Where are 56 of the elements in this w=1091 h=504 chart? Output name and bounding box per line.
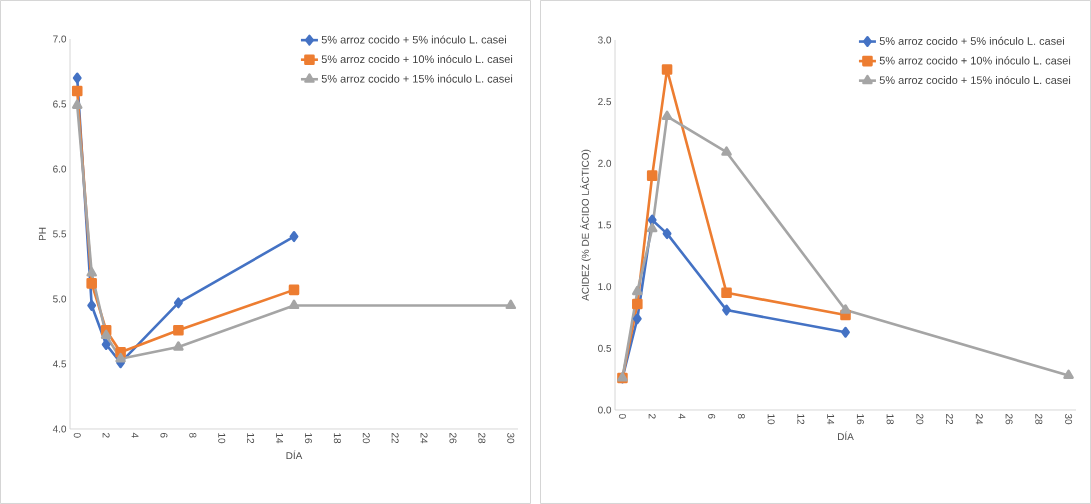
- x-tick-label: 10: [218, 433, 226, 444]
- x-tick-label: 26: [1005, 414, 1013, 425]
- x-tick-label: 8: [737, 413, 745, 419]
- x-tick-label: 22: [391, 433, 399, 444]
- x-tick-label: 24: [420, 433, 428, 444]
- y-tick-label: 1.0: [598, 283, 612, 291]
- legend-label: 5% arroz cocido + 10% inóculo L. casei: [879, 56, 1071, 65]
- x-tick-label: 30: [507, 432, 515, 444]
- y-axis-title: ACIDEZ (% DE ÁCIDO LÁCTICO): [580, 149, 591, 301]
- x-tick-label: 22: [946, 414, 954, 425]
- y-axis-title: PH: [38, 227, 46, 241]
- legend-label: 5% arroz cocido + 10% inóculo L. casei: [321, 54, 513, 64]
- y-tick-label: 2.5: [598, 98, 612, 106]
- y-tick-label: 5.5: [53, 230, 67, 238]
- x-tick-label: 8: [189, 432, 197, 438]
- y-tick-label: 1.5: [598, 221, 612, 229]
- legend-label: 5% arroz cocido + 5% inóculo L. casei: [879, 36, 1064, 45]
- y-tick-label: 0.0: [598, 406, 612, 414]
- y-tick-label: 4.5: [52, 360, 67, 368]
- x-tick-label: 0: [73, 432, 81, 438]
- y-tick-label: 2.0: [598, 159, 612, 167]
- legend-label: 5% arroz cocido + 15% inóculo L. casei: [321, 74, 513, 83]
- y-tick-label: 3.0: [598, 36, 612, 44]
- x-axis-title: DÍA: [286, 450, 303, 460]
- x-tick-label: 14: [276, 433, 283, 444]
- y-tick-label: 6.5: [53, 100, 67, 108]
- x-tick-label: 2: [102, 433, 110, 438]
- x-tick-label: 6: [708, 414, 716, 419]
- x-tick-label: 14: [827, 414, 835, 425]
- x-tick-label: 2: [648, 414, 656, 419]
- x-tick-label: 10: [767, 414, 775, 425]
- y-tick-label: 0.5: [598, 344, 612, 352]
- x-tick-label: 4: [131, 432, 139, 438]
- x-tick-label: 12: [797, 414, 805, 425]
- x-axis-title: DÍA: [838, 431, 854, 441]
- x-tick-label: 6: [160, 433, 168, 438]
- y-tick-label: 6.0: [53, 165, 67, 173]
- x-tick-label: 16: [304, 433, 312, 444]
- y-tick-label: 7.0: [53, 35, 67, 43]
- x-tick-label: 28: [1035, 414, 1043, 425]
- x-tick-label: 26: [449, 433, 457, 444]
- x-tick-label: 12: [247, 433, 255, 444]
- x-tick-label: 20: [916, 414, 924, 425]
- x-tick-label: 28: [478, 433, 486, 444]
- x-tick-label: 0: [618, 413, 626, 419]
- x-tick-label: 24: [975, 414, 983, 425]
- x-tick-label: 18: [886, 414, 894, 425]
- x-tick-label: 4: [678, 413, 686, 419]
- y-tick-label: 4.0: [52, 425, 67, 433]
- x-tick-label: 20: [362, 433, 370, 444]
- y-tick-label: 5.0: [53, 295, 67, 303]
- legend-label: 5% arroz cocido + 5% inóculo L. casei: [321, 35, 506, 44]
- x-tick-label: 30: [1065, 413, 1073, 425]
- x-tick-label: 16: [856, 414, 864, 425]
- legend-label: 5% arroz cocido + 15% inóculo L. casei: [879, 75, 1071, 85]
- x-tick-label: 18: [333, 433, 341, 444]
